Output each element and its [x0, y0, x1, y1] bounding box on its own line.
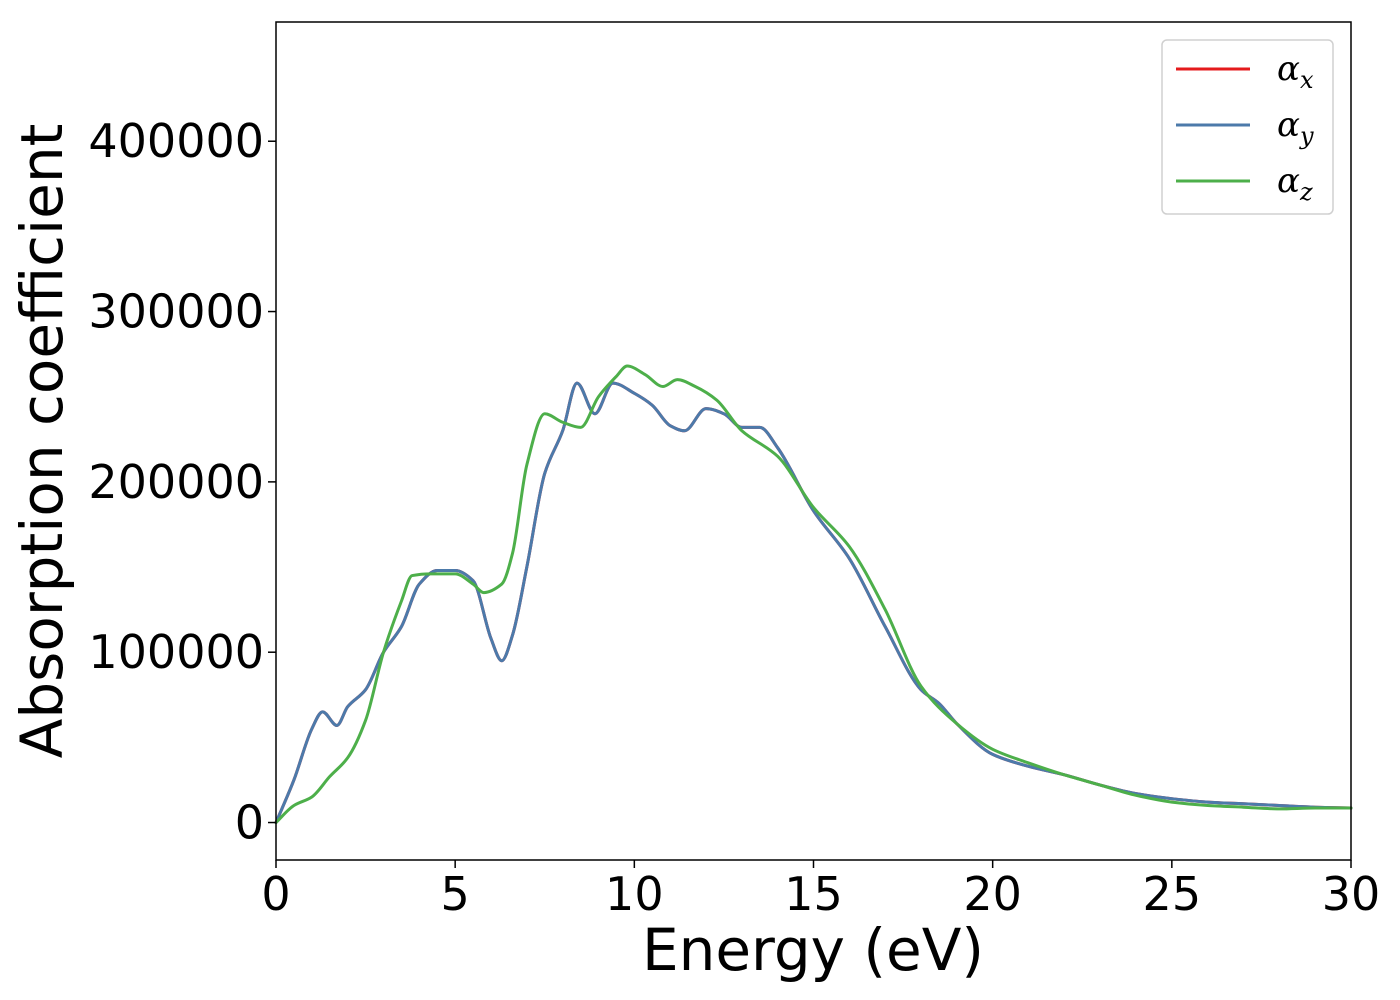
legend: αx αy αz — [1161, 39, 1334, 215]
x-tick-label: 15 — [784, 867, 843, 921]
legend-label-y: αy — [1277, 105, 1314, 150]
y-tick-label: 100000 — [88, 625, 264, 679]
y-tick-label: 400000 — [88, 114, 264, 168]
series-line-x — [274, 381, 1353, 825]
legend-box — [1161, 39, 1334, 215]
series-line-y — [274, 381, 1353, 825]
legend-label-x: αx — [1277, 49, 1314, 94]
legend-items: αx αy αz — [1176, 49, 1314, 206]
x-tick-label: 10 — [605, 867, 664, 921]
x-tick-label: 30 — [1322, 867, 1381, 921]
series-line-z — [274, 364, 1353, 825]
y-tick-label: 0 — [235, 796, 264, 850]
y-axis-ticks: 0 100000 200000 300000 400000 — [88, 114, 276, 850]
series-layer — [274, 364, 1353, 825]
y-tick-label: 300000 — [88, 285, 264, 339]
y-axis-label: Absorption coefficient — [8, 124, 76, 759]
x-tick-label: 25 — [1143, 867, 1202, 921]
x-tick-label: 20 — [963, 867, 1022, 921]
x-axis-label: Energy (eV) — [642, 916, 984, 984]
x-tick-label: 0 — [261, 867, 290, 921]
y-tick-label: 200000 — [88, 455, 264, 509]
legend-label-z: αz — [1277, 161, 1313, 206]
x-tick-label: 5 — [441, 867, 470, 921]
x-axis-ticks: 0 5 10 15 20 25 30 — [261, 860, 1380, 921]
